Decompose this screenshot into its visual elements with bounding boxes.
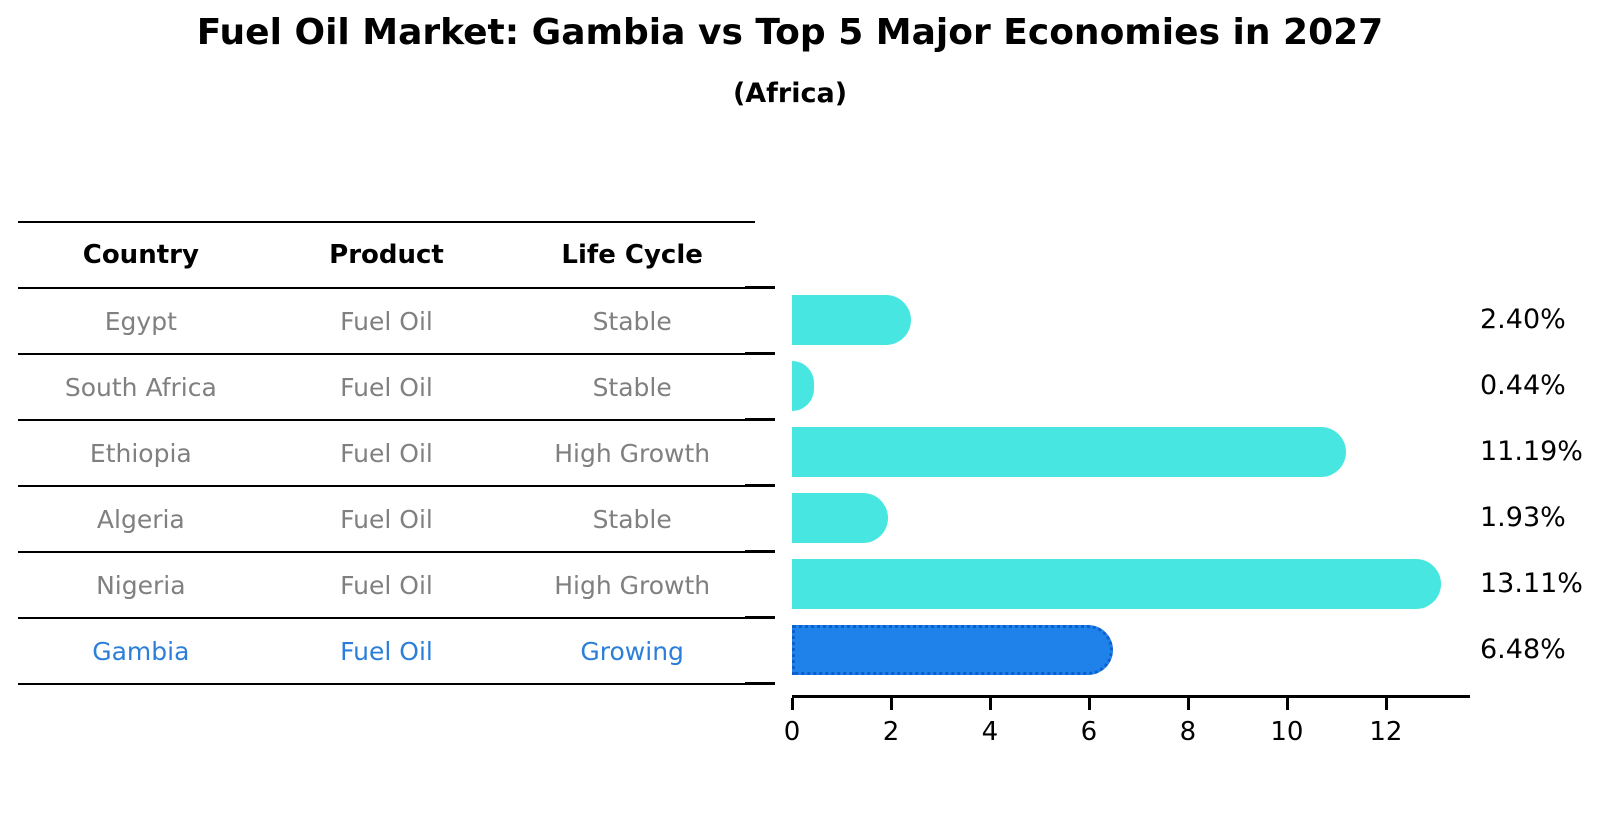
bar-algeria: [792, 493, 888, 543]
value-label-nigeria: 13.11%: [1480, 568, 1583, 599]
x-axis-tick: [1384, 698, 1388, 710]
column-header-product: Product: [329, 240, 444, 270]
cell-product: Fuel Oil: [340, 438, 433, 468]
bar-nigeria: [792, 559, 1441, 609]
table-row-egypt: Egypt Fuel Oil Stable: [18, 289, 755, 355]
value-label-ethiopia: 11.19%: [1480, 436, 1583, 467]
table-row-ethiopia: Ethiopia Fuel Oil High Growth: [18, 421, 755, 487]
y-axis-tick: [745, 418, 775, 421]
x-tick-label: 6: [1080, 717, 1098, 747]
x-axis-tick: [1186, 698, 1190, 710]
x-tick-label: 2: [882, 717, 900, 747]
x-axis-tick: [1087, 698, 1091, 710]
column-header-country: Country: [82, 240, 199, 270]
x-tick-label: 12: [1369, 717, 1403, 747]
bar-egypt: [792, 295, 911, 345]
x-axis-tick: [1285, 698, 1289, 710]
x-tick-label: 8: [1179, 717, 1197, 747]
cell-country: South Africa: [64, 372, 217, 402]
cell-life-cycle: Stable: [592, 372, 672, 402]
chart-subtitle: (Africa): [732, 78, 848, 109]
cell-country: Algeria: [96, 504, 185, 534]
table-header-row: Country Product Life Cycle: [18, 223, 755, 289]
cell-product: Fuel Oil: [340, 570, 433, 600]
x-tick-label: 0: [783, 717, 801, 747]
cell-country: Egypt: [104, 306, 177, 336]
bar-chart-plot-area: 0 2 4 6 8 10 12: [745, 286, 1470, 747]
cell-product: Fuel Oil: [340, 504, 433, 534]
column-header-life-cycle: Life Cycle: [561, 240, 703, 270]
value-label-gambia: 6.48%: [1480, 634, 1566, 665]
x-tick-label: 4: [981, 717, 999, 747]
value-label-south-africa: 0.44%: [1480, 370, 1566, 401]
chart-title: Fuel Oil Market: Gambia vs Top 5 Major E…: [196, 12, 1384, 53]
cell-life-cycle: Growing: [580, 636, 684, 666]
cell-country: Nigeria: [96, 570, 186, 600]
table-row-gambia-highlighted: Gambia Fuel Oil Growing: [18, 619, 755, 685]
cell-country: Gambia: [92, 636, 190, 666]
y-axis-tick: [745, 550, 775, 553]
cell-life-cycle: High Growth: [554, 570, 711, 600]
cell-life-cycle: High Growth: [554, 438, 711, 468]
cell-life-cycle: Stable: [592, 306, 672, 336]
x-axis-tick: [889, 698, 893, 710]
y-axis-tick: [745, 286, 775, 289]
value-label-egypt: 2.40%: [1480, 304, 1566, 335]
cell-product: Fuel Oil: [340, 636, 433, 666]
bar-ethiopia: [792, 427, 1346, 477]
cell-product: Fuel Oil: [340, 372, 433, 402]
value-label-algeria: 1.93%: [1480, 502, 1566, 533]
y-axis-tick: [745, 484, 775, 487]
cell-life-cycle: Stable: [592, 504, 672, 534]
bar-south-africa: [792, 361, 814, 411]
y-axis-tick: [745, 682, 775, 685]
cell-country: Ethiopia: [89, 438, 192, 468]
table-row-south-africa: South Africa Fuel Oil Stable: [18, 355, 755, 421]
country-table: Country Product Life Cycle Egypt Fuel Oi…: [18, 221, 755, 685]
x-axis-tick: [988, 698, 992, 710]
table-row-nigeria: Nigeria Fuel Oil High Growth: [18, 553, 755, 619]
x-axis-tick: [791, 698, 794, 710]
y-axis-tick: [745, 352, 775, 355]
bar-gambia-highlighted: [792, 625, 1113, 675]
cell-product: Fuel Oil: [340, 306, 433, 336]
table-row-algeria: Algeria Fuel Oil Stable: [18, 487, 755, 553]
x-tick-label: 10: [1270, 717, 1304, 747]
y-axis-tick: [745, 616, 775, 619]
